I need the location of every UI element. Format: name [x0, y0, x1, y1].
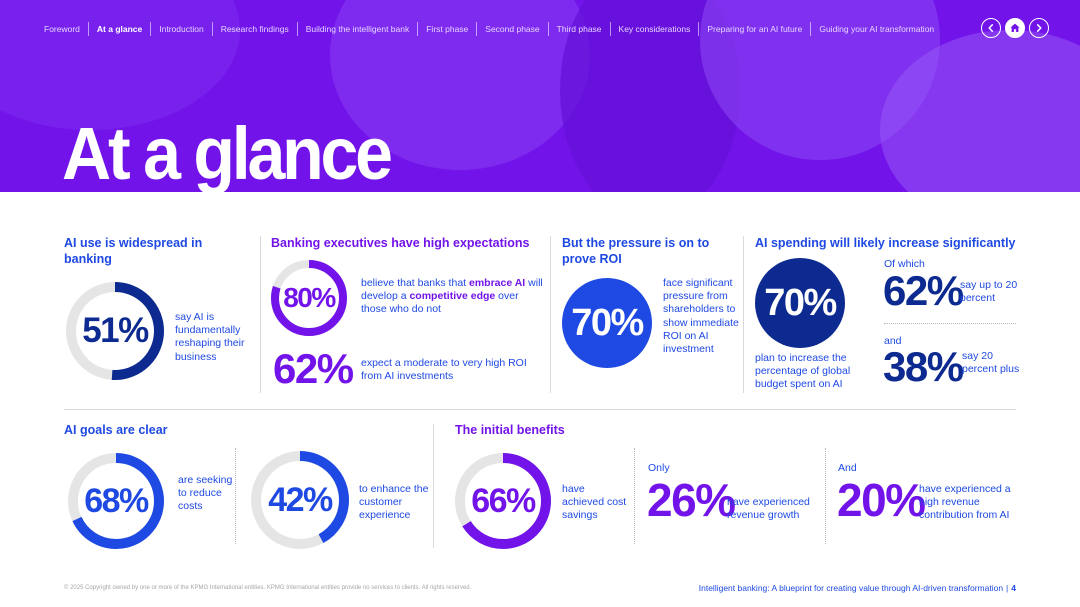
- next-page-button[interactable]: [1029, 18, 1049, 38]
- stat-description: have experienced revenue growth: [727, 496, 810, 522]
- nav-item-key-considerations[interactable]: Key considerations: [609, 22, 699, 36]
- page-title: At a glance: [62, 112, 393, 192]
- prefix-label: Only: [648, 462, 670, 474]
- donut-51: 51%: [64, 280, 166, 382]
- footer-separator: |: [1006, 583, 1009, 593]
- nav-item-research-findings[interactable]: Research findings: [211, 22, 297, 36]
- nav-item-third-phase[interactable]: Third phase: [547, 22, 610, 36]
- nav-item-first-phase[interactable]: First phase: [417, 22, 476, 36]
- divider: [743, 236, 744, 393]
- stat-value: 80%: [283, 282, 336, 313]
- stat-value: 42%: [268, 480, 333, 519]
- donut-ring: [68, 453, 164, 549]
- nav-item-preparing-for-an-ai-future[interactable]: Preparing for an AI future: [698, 22, 810, 36]
- stat-description: expect a moderate to very high ROI from …: [361, 357, 527, 383]
- donut-66: 66%: [453, 451, 553, 551]
- prefix-label: and: [884, 335, 902, 347]
- stat-value: 68%: [84, 481, 149, 520]
- donut-ring: [455, 453, 551, 549]
- stat-value: 26%: [647, 474, 736, 526]
- copyright-notice: © 2025 Copyright owned by one or more of…: [64, 585, 472, 591]
- donut-progress-arc: [66, 282, 164, 380]
- stat-value: 62%: [273, 345, 354, 392]
- stat-value: 20%: [837, 474, 926, 526]
- dotted-divider: [884, 323, 1016, 324]
- donut-progress-arc: [68, 453, 164, 549]
- donut-80: 80%: [269, 258, 349, 338]
- document-title: Intelligent banking: A blueprint for cre…: [698, 583, 1004, 593]
- stat-value: 62%: [883, 267, 964, 314]
- stat-value: 38%: [883, 343, 964, 390]
- stat-description: plan to increase the percentage of globa…: [755, 352, 851, 391]
- chevron-right-icon: [1036, 24, 1042, 32]
- dotted-divider: [634, 448, 635, 544]
- nav-item-foreword[interactable]: Foreword: [44, 24, 80, 34]
- dotted-divider: [235, 448, 236, 544]
- nav-item-introduction[interactable]: Introduction: [150, 22, 211, 36]
- hero-banner: Foreword At a glance Introduction Research …: [0, 0, 1080, 192]
- divider: [550, 236, 551, 393]
- stat-description: say 20 percent plus: [962, 350, 1020, 376]
- page-number: 4: [1011, 583, 1016, 593]
- document-footer: Intelligent banking: A blueprint for cre…: [699, 583, 1016, 593]
- home-button[interactable]: [1005, 18, 1025, 38]
- chevron-left-icon: [988, 24, 994, 32]
- stat-description: have experienced a high revenue contribu…: [919, 483, 1011, 522]
- stat-disc: 70%: [755, 258, 845, 348]
- donut-68: 68%: [66, 451, 166, 551]
- stat-description: are seeking to reduce costs: [178, 474, 233, 513]
- row-divider: [64, 409, 1016, 410]
- dotted-divider: [825, 448, 826, 544]
- stat-value: 66%: [471, 481, 536, 520]
- section-title-ai-spending: AI spending will likely increase signifi…: [755, 236, 1016, 250]
- nav-item-guiding-your-ai-transformation[interactable]: Guiding your AI transformation: [810, 22, 942, 36]
- donut-progress-arc: [455, 453, 551, 549]
- donut-ring: [251, 451, 349, 549]
- stat-description: believe that banks that embrace AI will …: [361, 277, 543, 316]
- prefix-label: And: [838, 462, 857, 474]
- section-title-executives: Banking executives have high expectation…: [271, 236, 530, 250]
- stat-description: to enhance the customer experience: [359, 483, 429, 522]
- prefix-label: Of which: [884, 258, 925, 270]
- section-title-ai-goals: AI goals are clear: [64, 423, 168, 437]
- stat-disc: 70%: [562, 278, 652, 368]
- nav-controls: [981, 18, 1049, 38]
- top-nav: Foreword At a glance Introduction Research …: [44, 20, 942, 38]
- divider: [433, 424, 434, 548]
- stat-description: have achieved cost savings: [562, 483, 627, 522]
- stat-description: say AI is fundamentally reshaping their …: [175, 311, 245, 363]
- donut-ring: [271, 260, 347, 336]
- section-title-ai-use: AI use is widespread in banking: [64, 236, 203, 266]
- nav-item-building-the-intelligent-bank[interactable]: Building the intelligent bank: [296, 22, 418, 36]
- stat-description: say up to 20 percent: [960, 279, 1018, 305]
- stat-description: face significant pressure from sharehold…: [663, 277, 739, 356]
- donut-42: 42%: [249, 449, 351, 551]
- stat-value: 51%: [82, 311, 149, 350]
- donut-progress-arc: [251, 451, 349, 549]
- previous-page-button[interactable]: [981, 18, 1001, 38]
- nav-item-second-phase[interactable]: Second phase: [476, 22, 547, 36]
- section-title-benefits: The initial benefits: [455, 423, 565, 437]
- section-title-roi: But the pressure is on to prove ROI: [562, 236, 710, 266]
- nav-item-at-a-glance[interactable]: At a glance: [87, 22, 150, 36]
- home-icon: [1010, 23, 1020, 32]
- donut-ring: [66, 282, 164, 380]
- donut-progress-arc: [271, 260, 347, 336]
- divider: [260, 236, 261, 393]
